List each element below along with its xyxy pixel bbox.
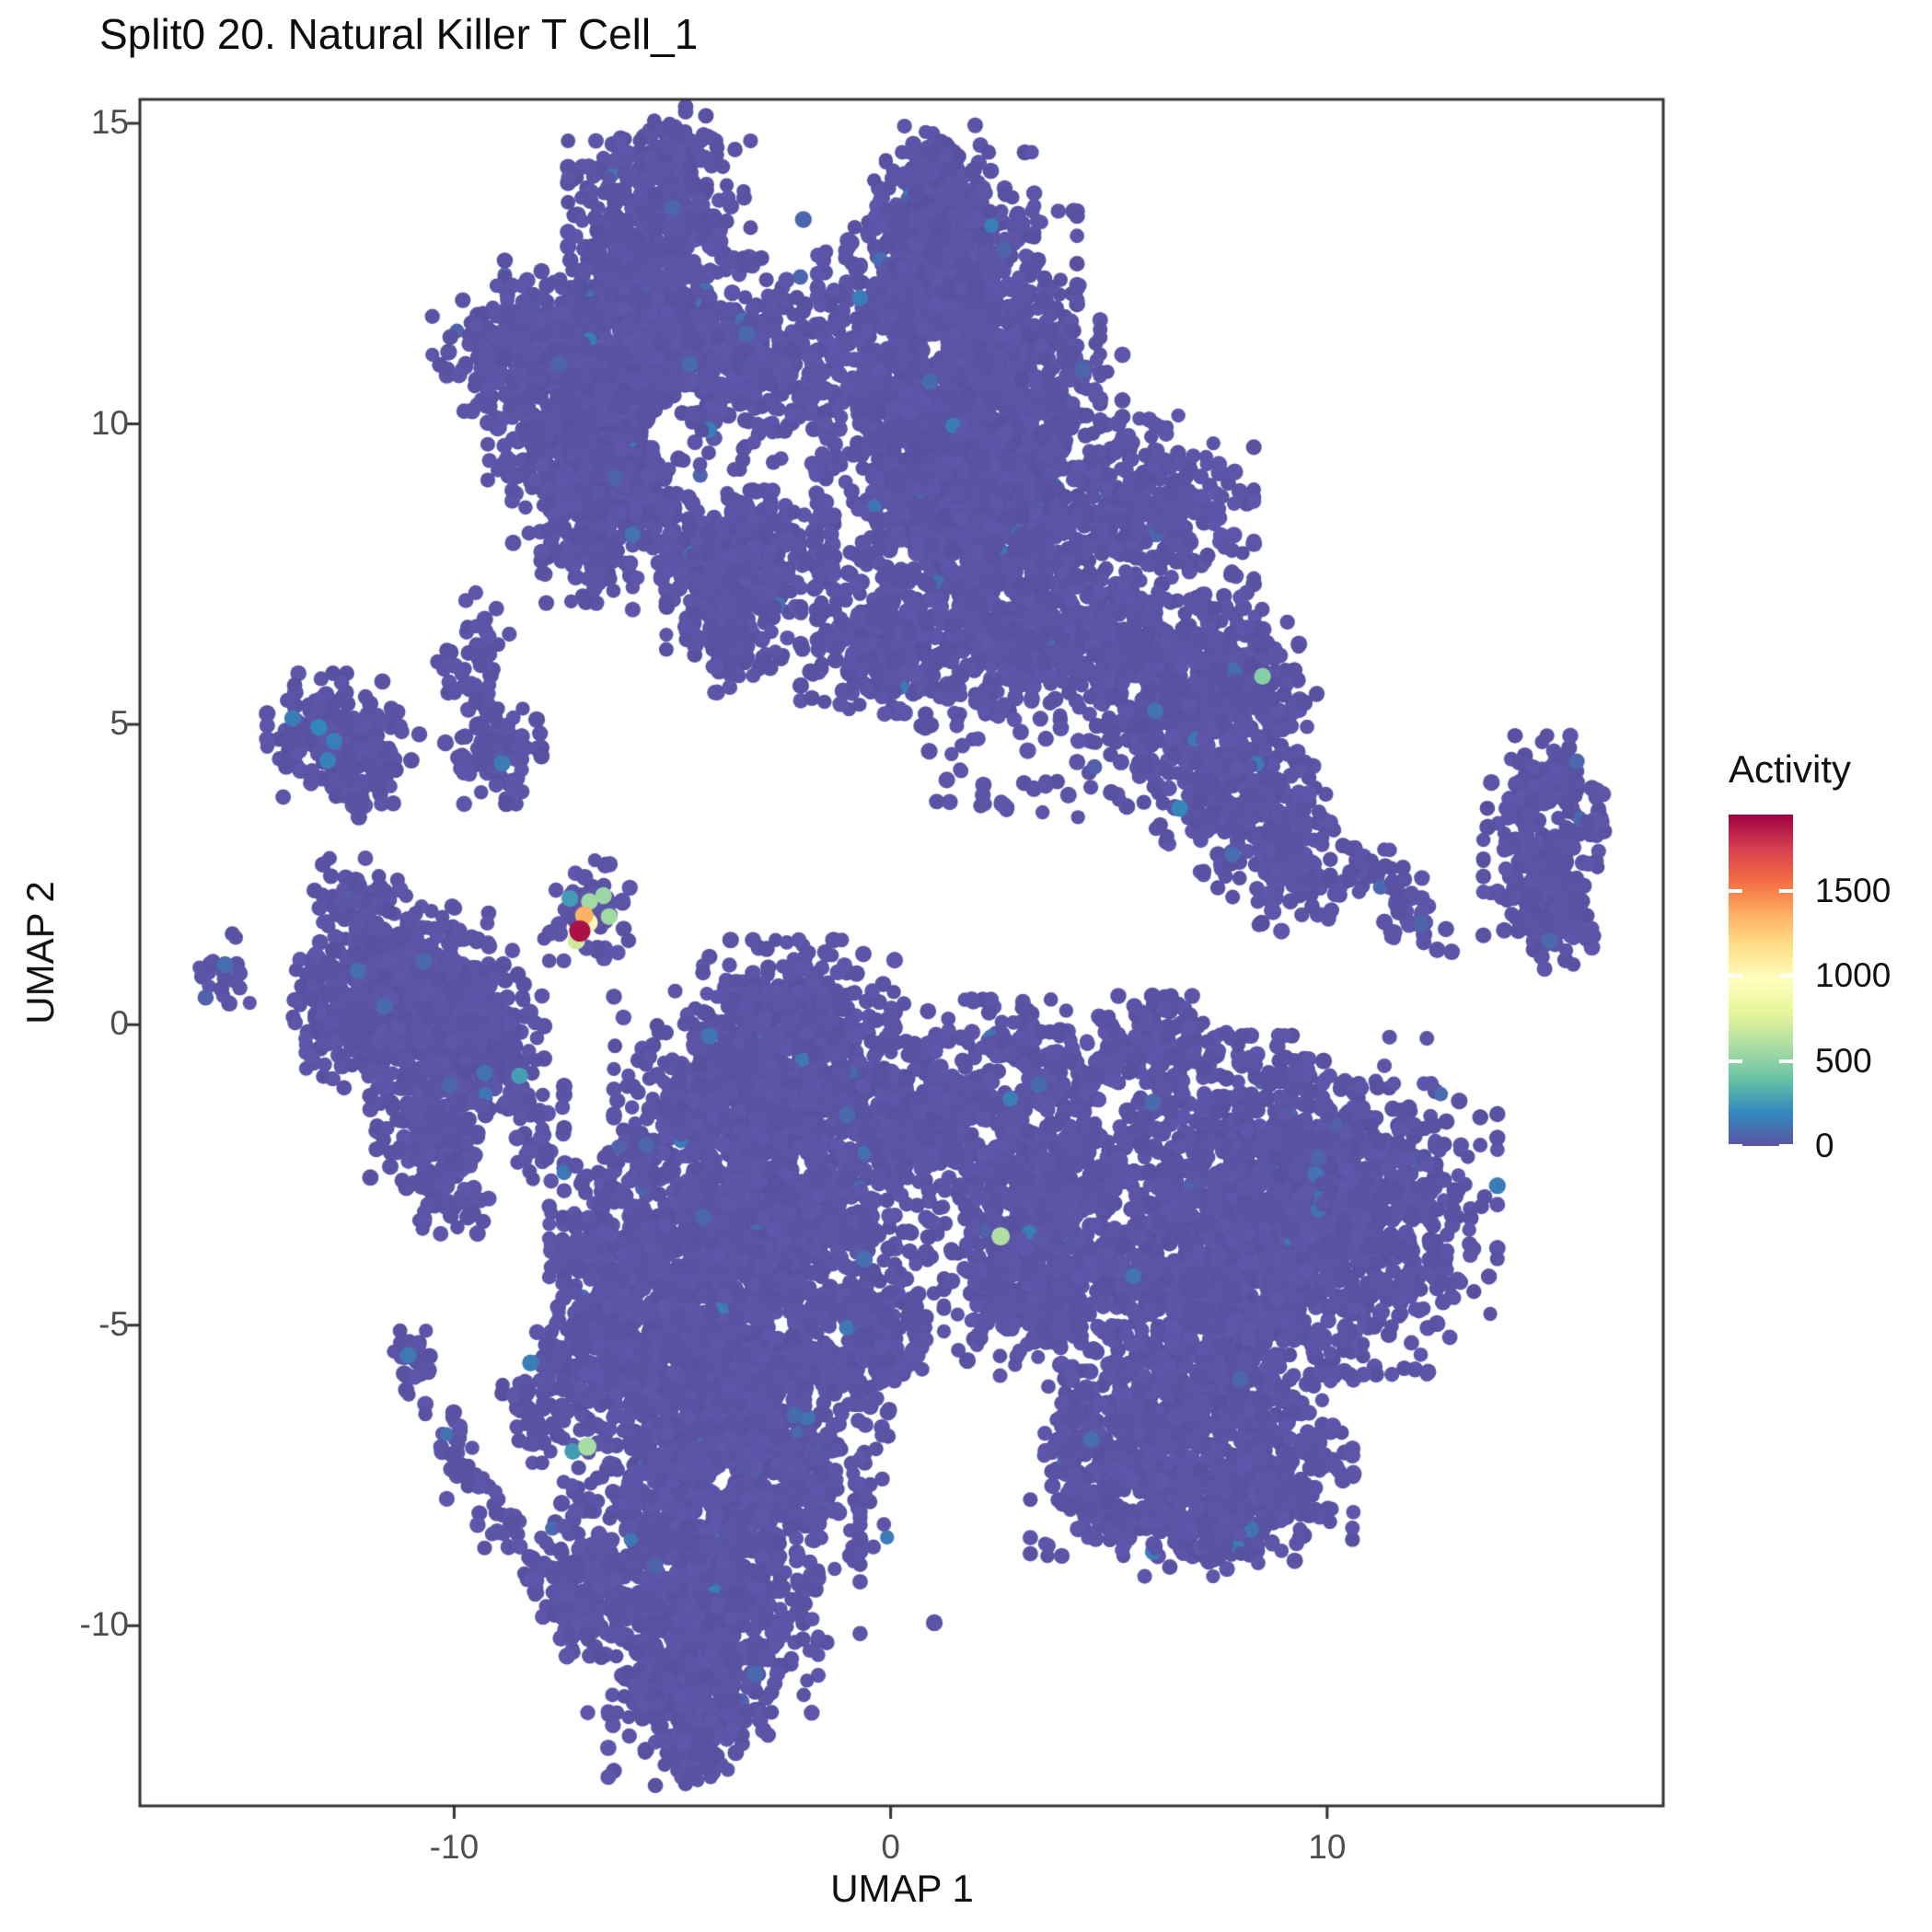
y-tick-label: 5 [110,703,129,742]
legend-tick-mark [1779,889,1793,894]
y-tick-label: 10 [90,403,129,442]
y-tick-label: 0 [110,1004,129,1043]
x-axis-title: UMAP 1 [830,1867,974,1910]
legend-tick-mark [1729,1144,1742,1148]
y-tick-label: -5 [98,1304,129,1343]
legend-tick-label: 1000 [1815,956,1892,995]
legend-tick-mark [1729,889,1742,894]
x-tick-label: 0 [881,1828,900,1866]
legend-colorbar [1729,815,1793,1146]
legend-tick-mark [1779,974,1793,978]
x-tick-label: -10 [429,1828,480,1866]
legend-tick-mark [1779,1144,1793,1148]
legend-tick-mark [1779,1059,1793,1063]
x-tick-label: 10 [1308,1828,1347,1866]
legend-tick-label: 1500 [1815,872,1892,910]
legend-tick-label: 500 [1815,1041,1872,1080]
legend-tick-mark [1729,1059,1742,1063]
legend-tick-mark [1729,974,1742,978]
plot-title: Split0 20. Natural Killer T Cell_1 [99,10,699,58]
y-tick-label: 15 [90,103,129,142]
legend-tick-label: 0 [1815,1127,1834,1164]
y-tick-label: -10 [79,1605,129,1644]
y-axis-title: UMAP 2 [18,881,62,1024]
legend-title: Activity [1729,747,1852,791]
